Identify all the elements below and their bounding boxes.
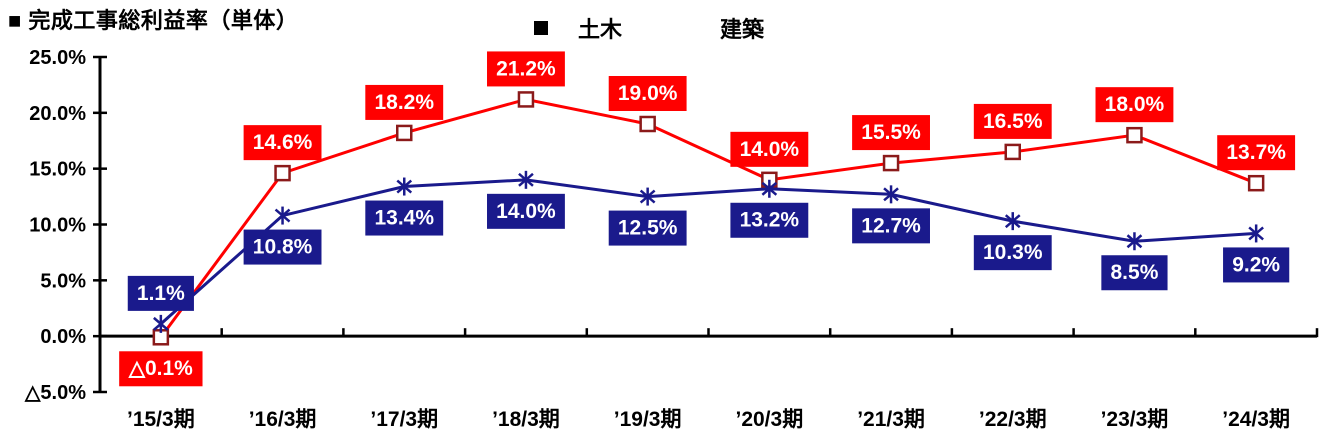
marker-asterisk xyxy=(883,185,899,204)
series-建築 xyxy=(153,170,1264,333)
data-label-box xyxy=(1217,135,1296,171)
series-line-建築 xyxy=(159,178,1257,326)
data-label-text: 13.4% xyxy=(374,206,434,229)
legend-label-kenchiku: 建築 xyxy=(720,17,765,42)
y-axis-label: 15.0% xyxy=(29,159,86,181)
data-label-box xyxy=(852,208,930,244)
marker-square xyxy=(1126,126,1143,144)
data-label-text: 14.0% xyxy=(496,200,556,223)
x-axis-label: ’23/3期 xyxy=(1101,408,1169,431)
x-axis-label: ’15/3期 xyxy=(127,408,195,431)
marker-asterisk xyxy=(761,179,778,198)
data-label-text: 8.5% xyxy=(1111,261,1159,284)
marker-square xyxy=(274,164,291,182)
marker-square xyxy=(517,91,535,108)
data-label-box xyxy=(1095,87,1174,123)
data-label-box xyxy=(487,51,565,87)
data-label-box xyxy=(852,115,930,151)
data-label-text: △0.1% xyxy=(128,357,193,380)
y-axis-label: 5.0% xyxy=(40,270,86,292)
series-line-土木 xyxy=(159,97,1257,339)
data-label-text: 14.6% xyxy=(253,131,313,154)
data-label-box xyxy=(365,200,444,236)
data-label-text: 18.0% xyxy=(1105,93,1165,116)
data-label-text: 10.3% xyxy=(983,241,1043,264)
x-axis-label: ’20/3期 xyxy=(735,408,803,431)
marker-asterisk xyxy=(1004,212,1021,231)
legend-label-doboku: 土木 xyxy=(578,17,623,42)
y-axis: 25.0% 20.0% 15.0% 10.0% 5.0% 0.0% △5.0% xyxy=(24,47,107,404)
data-label-text: 16.5% xyxy=(983,110,1043,133)
marker-square xyxy=(882,154,900,172)
marker-square xyxy=(1004,143,1021,161)
x-axis-label: ’16/3期 xyxy=(249,408,317,431)
marker-asterisk xyxy=(396,177,413,196)
data-label-box xyxy=(487,193,565,229)
data-label-text: 19.0% xyxy=(618,82,678,105)
data-label-box xyxy=(243,229,322,265)
data-label-box xyxy=(973,235,1052,271)
marker-square xyxy=(1247,174,1265,192)
legend: 土木 建築 xyxy=(510,12,764,44)
legend-item-doboku: 土木 xyxy=(510,12,622,44)
data-label-text: 21.2% xyxy=(496,57,556,80)
x-axis-ticks xyxy=(220,328,1319,338)
x-axis-label: ’17/3期 xyxy=(370,408,438,431)
y-axis-label: 10.0% xyxy=(29,215,86,237)
data-label-text: 12.7% xyxy=(861,214,921,237)
x-axis-label: ’18/3期 xyxy=(492,408,560,431)
doboku-marker-icon xyxy=(534,21,548,35)
data-label-box xyxy=(973,103,1052,139)
marker-asterisk xyxy=(153,314,169,333)
x-axis-label: ’24/3期 xyxy=(1222,408,1290,431)
data-label-box xyxy=(730,131,809,167)
data-label-box xyxy=(119,351,203,387)
legend-item-kenchiku: 建築 xyxy=(652,12,764,44)
y-axis-label: 20.0% xyxy=(29,103,86,125)
marker-asterisk xyxy=(1126,232,1143,251)
data-label-text: 10.8% xyxy=(253,236,313,259)
marker-asterisk xyxy=(1248,224,1264,243)
data-label-text: 13.7% xyxy=(1226,141,1286,164)
marker-asterisk xyxy=(274,206,291,225)
y-axis-label: △5.0% xyxy=(24,382,86,404)
data-label-text: 9.2% xyxy=(1232,253,1280,276)
data-label-box xyxy=(608,76,687,111)
data-label-box xyxy=(243,125,322,161)
data-label-text: 14.0% xyxy=(740,138,800,161)
marker-asterisk xyxy=(518,170,534,189)
marker-square xyxy=(396,124,413,142)
y-axis-label: 0.0% xyxy=(40,326,86,348)
data-label-text: 13.2% xyxy=(740,209,800,232)
data-label-box xyxy=(608,210,687,246)
data-label-box xyxy=(1101,255,1168,291)
data-label-text: 12.5% xyxy=(618,217,678,240)
marker-square xyxy=(639,115,656,133)
data-label-text: 15.5% xyxy=(861,121,921,144)
x-axis-label: ’19/3期 xyxy=(614,408,682,431)
marker-asterisk xyxy=(639,187,656,206)
data-labels-建築: 1.1% 10.8% 13.4% 14.0% 12.5% 13.2% 12.7% 10.3% 8… xyxy=(127,193,1290,311)
x-axis-label: ’21/3期 xyxy=(857,408,925,431)
data-label-box xyxy=(127,275,194,311)
data-label-text: 18.2% xyxy=(374,91,434,114)
y-axis-label: 25.0% xyxy=(29,47,86,69)
x-axis-labels: ’15/3期 ’16/3期 ’17/3期 ’18/3期 ’19/3期 ’20/3期 ’21/… xyxy=(127,408,1290,431)
kenchiku-marker-icon xyxy=(652,17,714,39)
data-labels-土木: △0.1% 14.6% 18.2% 21.2% 19.0% 14.0% 15.5% 16.5%… xyxy=(119,51,1296,387)
data-label-box xyxy=(730,202,809,238)
data-label-box xyxy=(1223,247,1290,283)
data-label-text: 1.1% xyxy=(137,282,185,305)
data-label-box xyxy=(365,84,444,120)
chart-title: ■ 完成工事総利益率（単体） xyxy=(8,8,299,33)
x-axis-label: ’22/3期 xyxy=(979,408,1047,431)
